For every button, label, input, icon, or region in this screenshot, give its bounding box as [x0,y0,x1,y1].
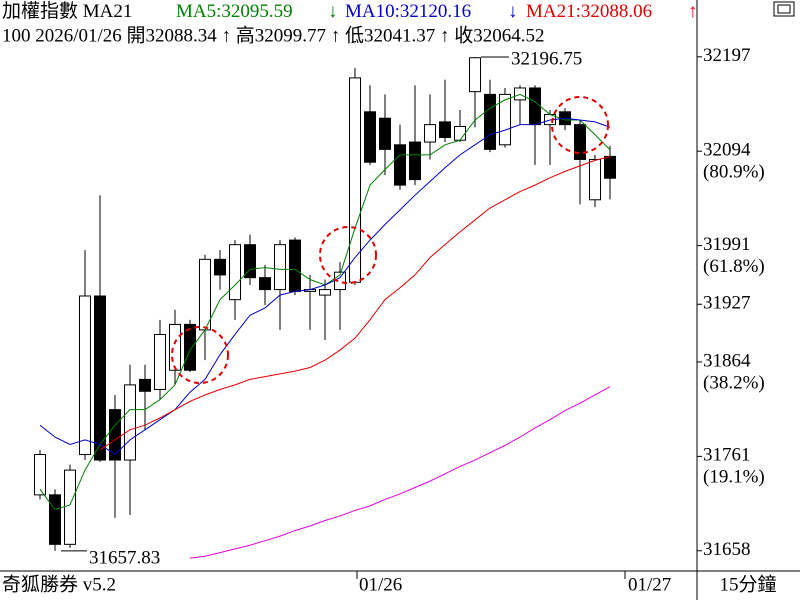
moving-average-line [39,117,611,456]
candle-body [349,77,361,283]
y-tick-label: 31864 [703,350,751,371]
legend-ma10: MA10:32120.16 [345,1,471,22]
candle-body [319,289,331,296]
highlight-circle [171,326,229,384]
legend-ma21: MA21:32088.06 [526,1,652,22]
candle-body [199,258,211,331]
candle-body [469,57,481,93]
index-title: 加權指數 MA21 [2,0,132,22]
candle-body [49,494,61,545]
window-button-icon [777,4,791,14]
x-tick-label: 01/26 [359,574,402,595]
x-end-label: 01/27 [628,574,671,595]
period[interactable]: 15分鐘 [719,573,776,595]
candle-body [439,121,451,138]
y-tick-label: 31927 [703,293,751,314]
y-tick-label: 32197 [703,45,751,66]
fib-label: (19.1%) [703,467,765,488]
highlight-circle [319,226,377,284]
candle-body [379,117,391,150]
candle-body [79,295,91,456]
candle-body [259,277,271,291]
candle-body [244,244,256,279]
moving-average-line [189,386,611,559]
candle-body [34,454,46,496]
candle-body [94,295,106,461]
candle-body [409,141,421,181]
y-tick-label: 31658 [703,539,751,560]
candle-body [484,93,496,150]
candle-body [289,239,301,292]
quote-line: 100 2026/01/26 開32088.34 ↑ 高32099.77 ↑ 低… [2,24,545,46]
legend-line: 加權指數 MA21 MA5:32095.59 ↓ MA10:32120.16 ↓… [2,0,698,22]
legend-ma21-arrow: ↑ [688,1,698,22]
candle-body [214,258,226,276]
candle-body [154,333,166,390]
candle-body [589,158,601,201]
candle-body [604,155,616,179]
brand: 奇狐勝券 v5.2 [2,573,116,595]
legend-ma10-arrow: ↓ [508,1,518,22]
candle-body [499,93,511,146]
legend-ma5-arrow: ↓ [328,1,338,22]
moving-average-line [99,156,611,451]
candle-body [574,124,586,160]
candle-body [124,384,136,461]
candle-body [424,124,436,143]
candle-body [64,469,76,545]
fib-label: (80.9%) [703,162,765,183]
plot-area: 32196.75 31657.83 [34,48,616,568]
y-tick-label: 32094 [703,140,751,161]
fib-label: (38.2%) [703,372,765,393]
candle-body [109,409,121,461]
candle-body [229,244,241,301]
candle-body [394,144,406,186]
candle-body [169,323,181,371]
high-annotation: 32196.75 [511,48,582,69]
legend-ma5: MA5:32095.59 [176,1,293,22]
candle-body [139,378,151,392]
window-button[interactable] [773,1,795,17]
candle-body [274,244,286,291]
candle-body [454,125,466,141]
y-tick-label: 31991 [703,234,751,255]
candle-body [529,87,541,126]
candle-body [184,323,196,371]
fib-label: (61.8%) [703,256,765,277]
candle-body [364,111,376,163]
low-annotation: 31657.83 [89,547,160,568]
y-tick-label: 31761 [703,445,751,466]
highlight-circle [551,96,609,154]
